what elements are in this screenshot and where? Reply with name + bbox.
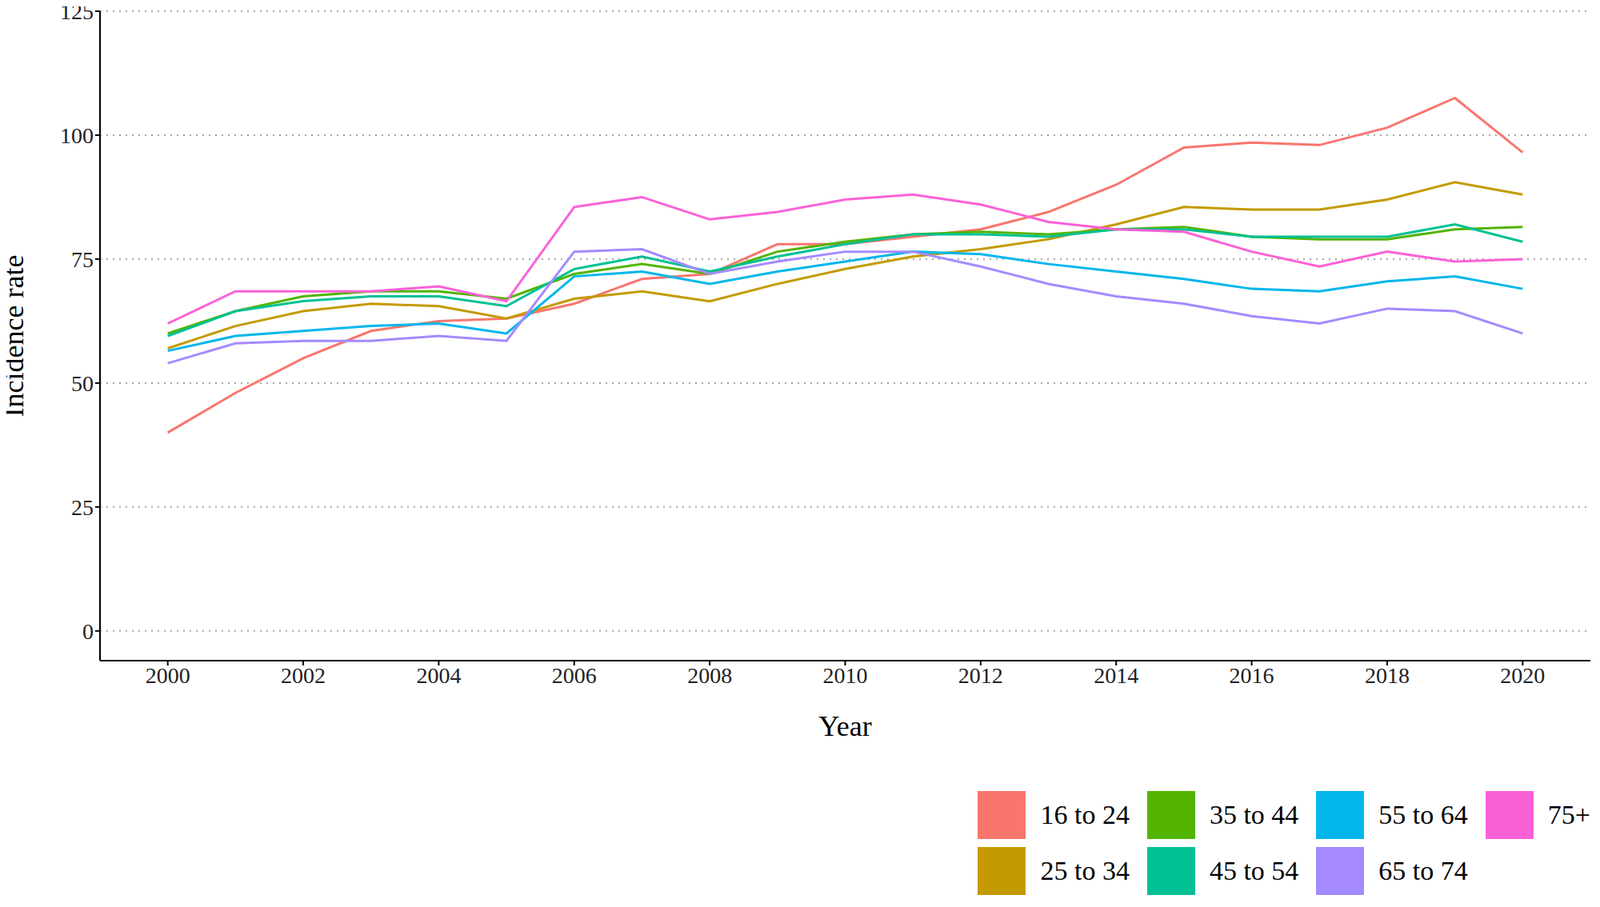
svg-text:2020: 2020	[1500, 663, 1545, 688]
svg-text:Incidence rate: Incidence rate	[6, 255, 30, 418]
svg-text:2012: 2012	[958, 663, 1004, 688]
svg-text:2000: 2000	[145, 663, 191, 688]
svg-text:2016: 2016	[1229, 663, 1275, 688]
svg-text:Year: Year	[818, 710, 872, 743]
svg-text:125: 125	[60, 6, 94, 24]
html-text:16 to 24: 16 to 24	[1040, 800, 1130, 830]
svg-text:50: 50	[71, 371, 94, 396]
svg-text:2002: 2002	[280, 663, 326, 688]
svg-text:100: 100	[60, 123, 94, 148]
html-text:65 to 74: 65 to 74	[1378, 856, 1468, 886]
svg-text:2018: 2018	[1364, 663, 1410, 688]
html-text:75+: 75+	[1547, 800, 1591, 830]
html-text:25 to 34: 25 to 34	[1040, 856, 1130, 886]
svg-text:0: 0	[82, 619, 94, 644]
html-text:55 to 64: 55 to 64	[1378, 800, 1468, 830]
svg-text:2010: 2010	[823, 663, 868, 688]
html-text:35 to 44: 35 to 44	[1209, 800, 1299, 830]
svg-text:25: 25	[71, 495, 94, 520]
svg-text:2006: 2006	[552, 663, 597, 688]
svg-text:2004: 2004	[416, 663, 461, 688]
svg-text:2008: 2008	[687, 663, 732, 688]
svg-text:2014: 2014	[1093, 663, 1139, 688]
html-text:45 to 54: 45 to 54	[1209, 856, 1299, 886]
svg-text:75: 75	[71, 247, 94, 272]
